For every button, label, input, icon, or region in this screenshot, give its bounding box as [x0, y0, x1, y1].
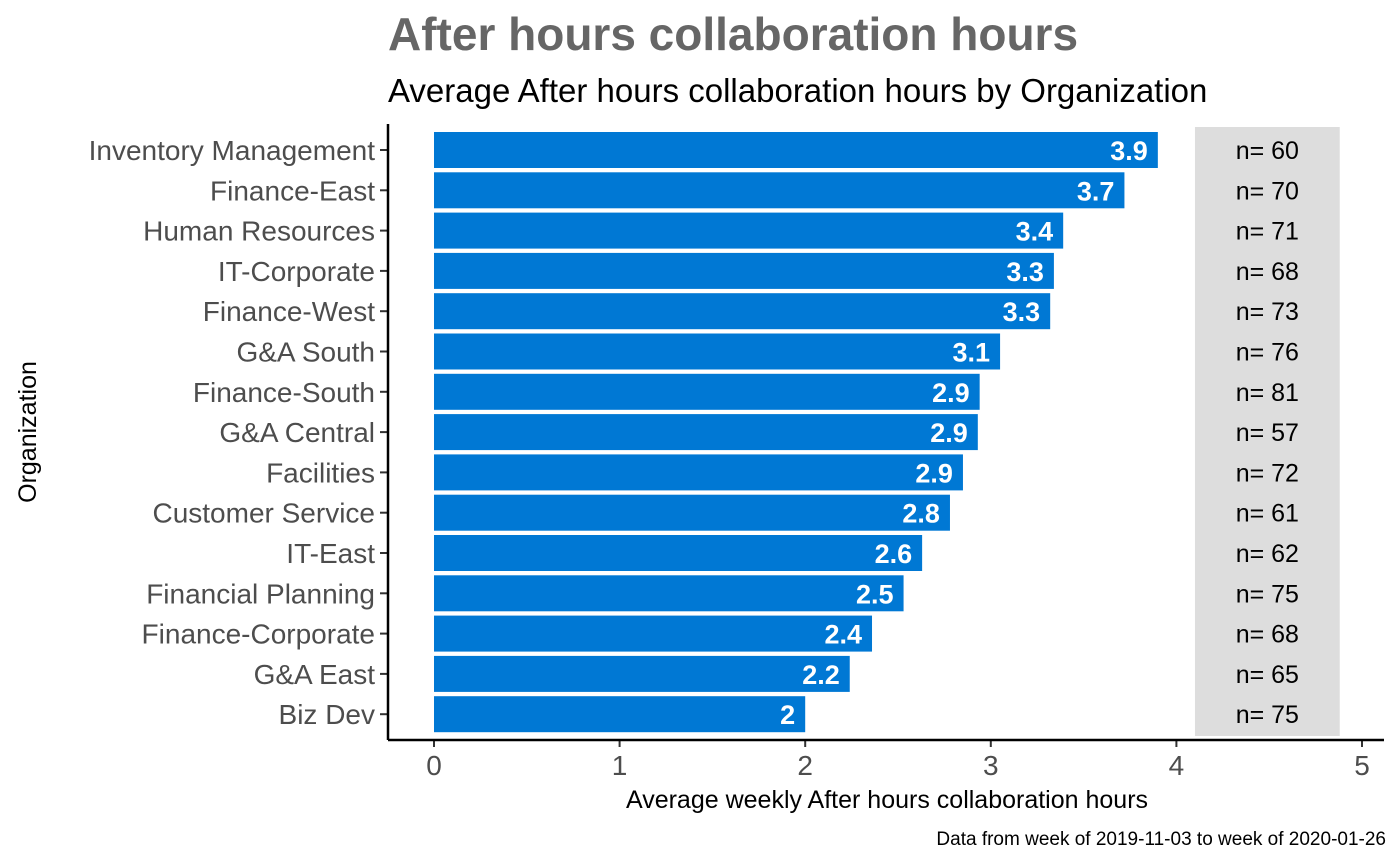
category-label: Finance-East [210, 175, 375, 206]
bar [434, 212, 1064, 249]
count-label: n= 57 [1236, 419, 1299, 447]
category-label: Finance-Corporate [142, 619, 375, 650]
count-label: n= 72 [1236, 459, 1299, 487]
bar [434, 172, 1125, 209]
category-label: Facilities [266, 457, 375, 488]
x-tick-label: 0 [426, 750, 442, 781]
category-label: IT-Corporate [218, 256, 375, 287]
bar-value-label: 2.2 [802, 660, 840, 690]
bar [434, 252, 1054, 289]
bar-value-label: 2.9 [932, 378, 970, 408]
bar [434, 454, 963, 491]
category-label: Customer Service [152, 498, 375, 529]
count-label: n= 81 [1236, 379, 1299, 407]
category-label: Inventory Management [89, 135, 376, 166]
count-label: n= 61 [1236, 500, 1299, 528]
x-axis-title: Average weekly After hours collaboration… [626, 786, 1148, 814]
count-label: n= 76 [1236, 339, 1299, 367]
category-label: Human Resources [143, 216, 375, 247]
category-label: Finance-West [203, 296, 375, 327]
count-label: n= 75 [1236, 701, 1299, 729]
bar-value-label: 2 [780, 700, 795, 730]
bar-value-label: 3.1 [953, 338, 991, 368]
bar-value-label: 2.9 [915, 458, 953, 488]
bar [434, 696, 806, 733]
count-labels-group: n= 60 n= 70 n= 71 n= 68 n= 73 n= 76 n= 81 n= 57… [1236, 137, 1299, 729]
count-panel [1194, 127, 1340, 736]
bars-group [434, 132, 1158, 733]
bar-value-label: 2.4 [824, 620, 862, 650]
y-ticks-group [380, 149, 388, 716]
category-label: Finance-South [193, 377, 375, 408]
x-tick-label: 2 [797, 750, 813, 781]
bar [434, 575, 904, 612]
x-tick-label: 1 [612, 750, 628, 781]
count-label: n= 70 [1236, 177, 1299, 205]
bar-value-label: 3.4 [1016, 217, 1054, 247]
bar-value-label: 3.7 [1077, 176, 1115, 206]
bar-value-label: 3.9 [1110, 136, 1148, 166]
category-label: Biz Dev [279, 699, 375, 730]
count-label: n= 73 [1236, 298, 1299, 326]
count-label: n= 68 [1236, 621, 1299, 649]
bar-value-label: 2.5 [856, 579, 894, 609]
category-labels-group: Inventory Management Finance-East Human Re… [89, 135, 376, 730]
bar-value-label: 2.9 [930, 418, 968, 448]
bar [434, 293, 1051, 330]
count-label: n= 60 [1236, 137, 1299, 165]
y-axis-title: Organization [14, 361, 42, 503]
category-label: G&A East [254, 659, 376, 690]
bar [434, 655, 850, 692]
bar [434, 373, 980, 410]
count-label: n= 62 [1236, 540, 1299, 568]
x-tick-label: 5 [1354, 750, 1370, 781]
x-tick-label: 3 [983, 750, 999, 781]
bar-labels-group: 3.9 3.7 3.4 3.3 3.3 3.1 2.9 2.9 2.9 2.8 2.6 2.5 2.4 2… [780, 136, 1148, 730]
bar-value-label: 2.8 [902, 499, 940, 529]
bar [434, 132, 1158, 168]
bar-value-label: 3.3 [1003, 297, 1041, 327]
count-label: n= 71 [1236, 218, 1299, 246]
bar [434, 615, 873, 652]
bar [434, 494, 950, 531]
bar [434, 535, 923, 571]
count-label: n= 65 [1236, 661, 1299, 689]
chart-subtitle: Average After hours collaboration hours … [388, 72, 1207, 109]
bar [434, 333, 1001, 370]
x-tick-label: 4 [1169, 750, 1185, 781]
category-label: G&A Central [219, 417, 375, 448]
bar-value-label: 2.6 [875, 539, 913, 569]
bar [434, 414, 978, 451]
chart-caption: Data from week of 2019-11-03 to week of … [936, 829, 1386, 850]
category-label: IT-East [286, 538, 375, 569]
category-label: Financial Planning [146, 578, 375, 609]
count-label: n= 75 [1236, 580, 1299, 608]
chart-title: After hours collaboration hours [388, 8, 1078, 60]
x-ticks-group: 0 1 2 3 4 5 [426, 740, 1370, 781]
category-label: G&A South [236, 337, 375, 368]
count-label: n= 68 [1236, 258, 1299, 286]
bar-value-label: 3.3 [1006, 257, 1044, 287]
